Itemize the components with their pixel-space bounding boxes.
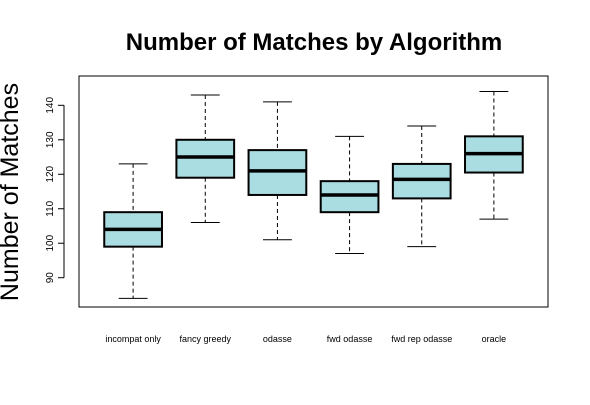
plot-frame: [78, 75, 549, 308]
x-tick-label: fwd odasse: [327, 334, 373, 344]
box-odasse: [247, 101, 308, 241]
box-fwd-odasse: [319, 135, 380, 255]
chart-title: Number of Matches by Algorithm: [126, 29, 502, 56]
box-oracle: [464, 91, 524, 220]
x-tick-label: oracle: [482, 334, 507, 344]
box-incompat-only: [103, 163, 163, 299]
x-tick-label: fancy greedy: [180, 334, 232, 344]
y-ticks: 90 100 110 120 130 140: [45, 97, 64, 284]
y-tick-label: 110: [45, 200, 56, 216]
x-tick-label: incompat only: [105, 334, 161, 344]
y-axis-label: Number of Matches: [0, 83, 24, 301]
y-tick-label: 120: [45, 165, 56, 182]
y-tick-label: 140: [45, 97, 56, 114]
y-tick-label: 130: [45, 131, 56, 148]
x-tick-label: fwd rep odasse: [391, 334, 452, 344]
x-tick-label: odasse: [263, 334, 292, 344]
box-fancy-greedy: [175, 94, 236, 224]
y-tick-label: 90: [45, 272, 56, 284]
box-fwd-rep-odasse: [391, 125, 452, 248]
y-tick-label: 100: [45, 234, 56, 251]
boxes-group: [103, 91, 524, 299]
x-tick-labels: incompat only fancy greedy odasse fwd odass…: [105, 334, 506, 344]
